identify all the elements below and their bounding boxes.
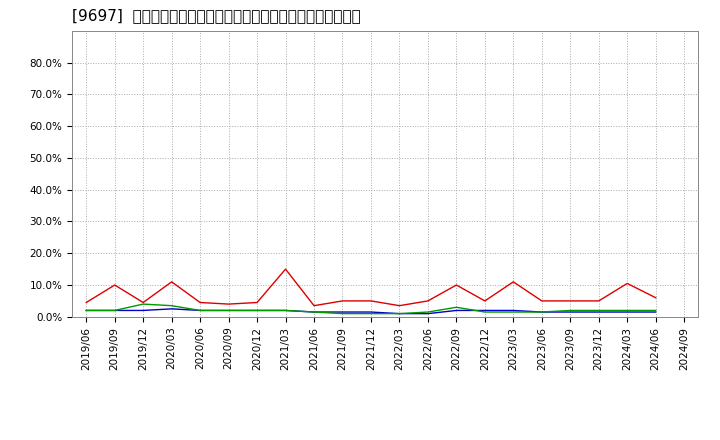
- 買入債務: [167, 303, 176, 308]
- 買入債務: [652, 308, 660, 313]
- 売上債権: [225, 301, 233, 307]
- 在庫: [480, 308, 489, 313]
- 在庫: [566, 309, 575, 315]
- 売上債権: [566, 298, 575, 304]
- 売上債権: [595, 298, 603, 304]
- 買入債務: [196, 308, 204, 313]
- 売上債権: [366, 298, 375, 304]
- 売上債権: [423, 298, 432, 304]
- 買入債務: [480, 309, 489, 315]
- 買入債務: [366, 311, 375, 316]
- 在庫: [338, 309, 347, 315]
- 売上債権: [167, 279, 176, 285]
- 在庫: [423, 311, 432, 316]
- 買入債務: [452, 304, 461, 310]
- Line: 売上債権: 売上債権: [86, 269, 656, 306]
- 在庫: [310, 309, 318, 315]
- 買入債務: [310, 309, 318, 315]
- 在庫: [366, 309, 375, 315]
- 買入債務: [82, 308, 91, 313]
- 売上債権: [480, 298, 489, 304]
- 買入債務: [566, 308, 575, 313]
- 在庫: [395, 311, 404, 316]
- 買入債務: [110, 308, 119, 313]
- 売上債権: [110, 282, 119, 288]
- 在庫: [452, 308, 461, 313]
- 在庫: [253, 308, 261, 313]
- 在庫: [595, 309, 603, 315]
- 買入債務: [139, 301, 148, 307]
- 在庫: [623, 309, 631, 315]
- 売上債権: [282, 267, 290, 272]
- 買入債務: [338, 311, 347, 316]
- 在庫: [537, 309, 546, 315]
- 在庫: [652, 309, 660, 315]
- 在庫: [282, 308, 290, 313]
- Text: [9697]  売上債権、在庫、買入債務の総資産に対する比率の推移: [9697] 売上債権、在庫、買入債務の総資産に対する比率の推移: [72, 7, 361, 23]
- 在庫: [167, 306, 176, 312]
- 売上債権: [310, 303, 318, 308]
- 買入債務: [537, 309, 546, 315]
- 買入債務: [423, 309, 432, 315]
- 在庫: [82, 308, 91, 313]
- 在庫: [509, 308, 518, 313]
- 買入債務: [225, 308, 233, 313]
- 売上債権: [452, 282, 461, 288]
- 売上債権: [395, 303, 404, 308]
- 買入債務: [395, 311, 404, 316]
- 在庫: [139, 308, 148, 313]
- 在庫: [110, 308, 119, 313]
- 買入債務: [623, 308, 631, 313]
- 売上債権: [338, 298, 347, 304]
- 買入債務: [253, 308, 261, 313]
- 在庫: [196, 308, 204, 313]
- Line: 在庫: 在庫: [86, 309, 656, 314]
- 買入債務: [595, 308, 603, 313]
- 買入債務: [282, 308, 290, 313]
- Line: 買入債務: 買入債務: [86, 304, 656, 314]
- 売上債権: [82, 300, 91, 305]
- 売上債権: [139, 300, 148, 305]
- 売上債権: [509, 279, 518, 285]
- 売上債権: [623, 281, 631, 286]
- 売上債権: [652, 295, 660, 301]
- 売上債権: [537, 298, 546, 304]
- 売上債権: [196, 300, 204, 305]
- 売上債権: [253, 300, 261, 305]
- 買入債務: [509, 309, 518, 315]
- 在庫: [225, 308, 233, 313]
